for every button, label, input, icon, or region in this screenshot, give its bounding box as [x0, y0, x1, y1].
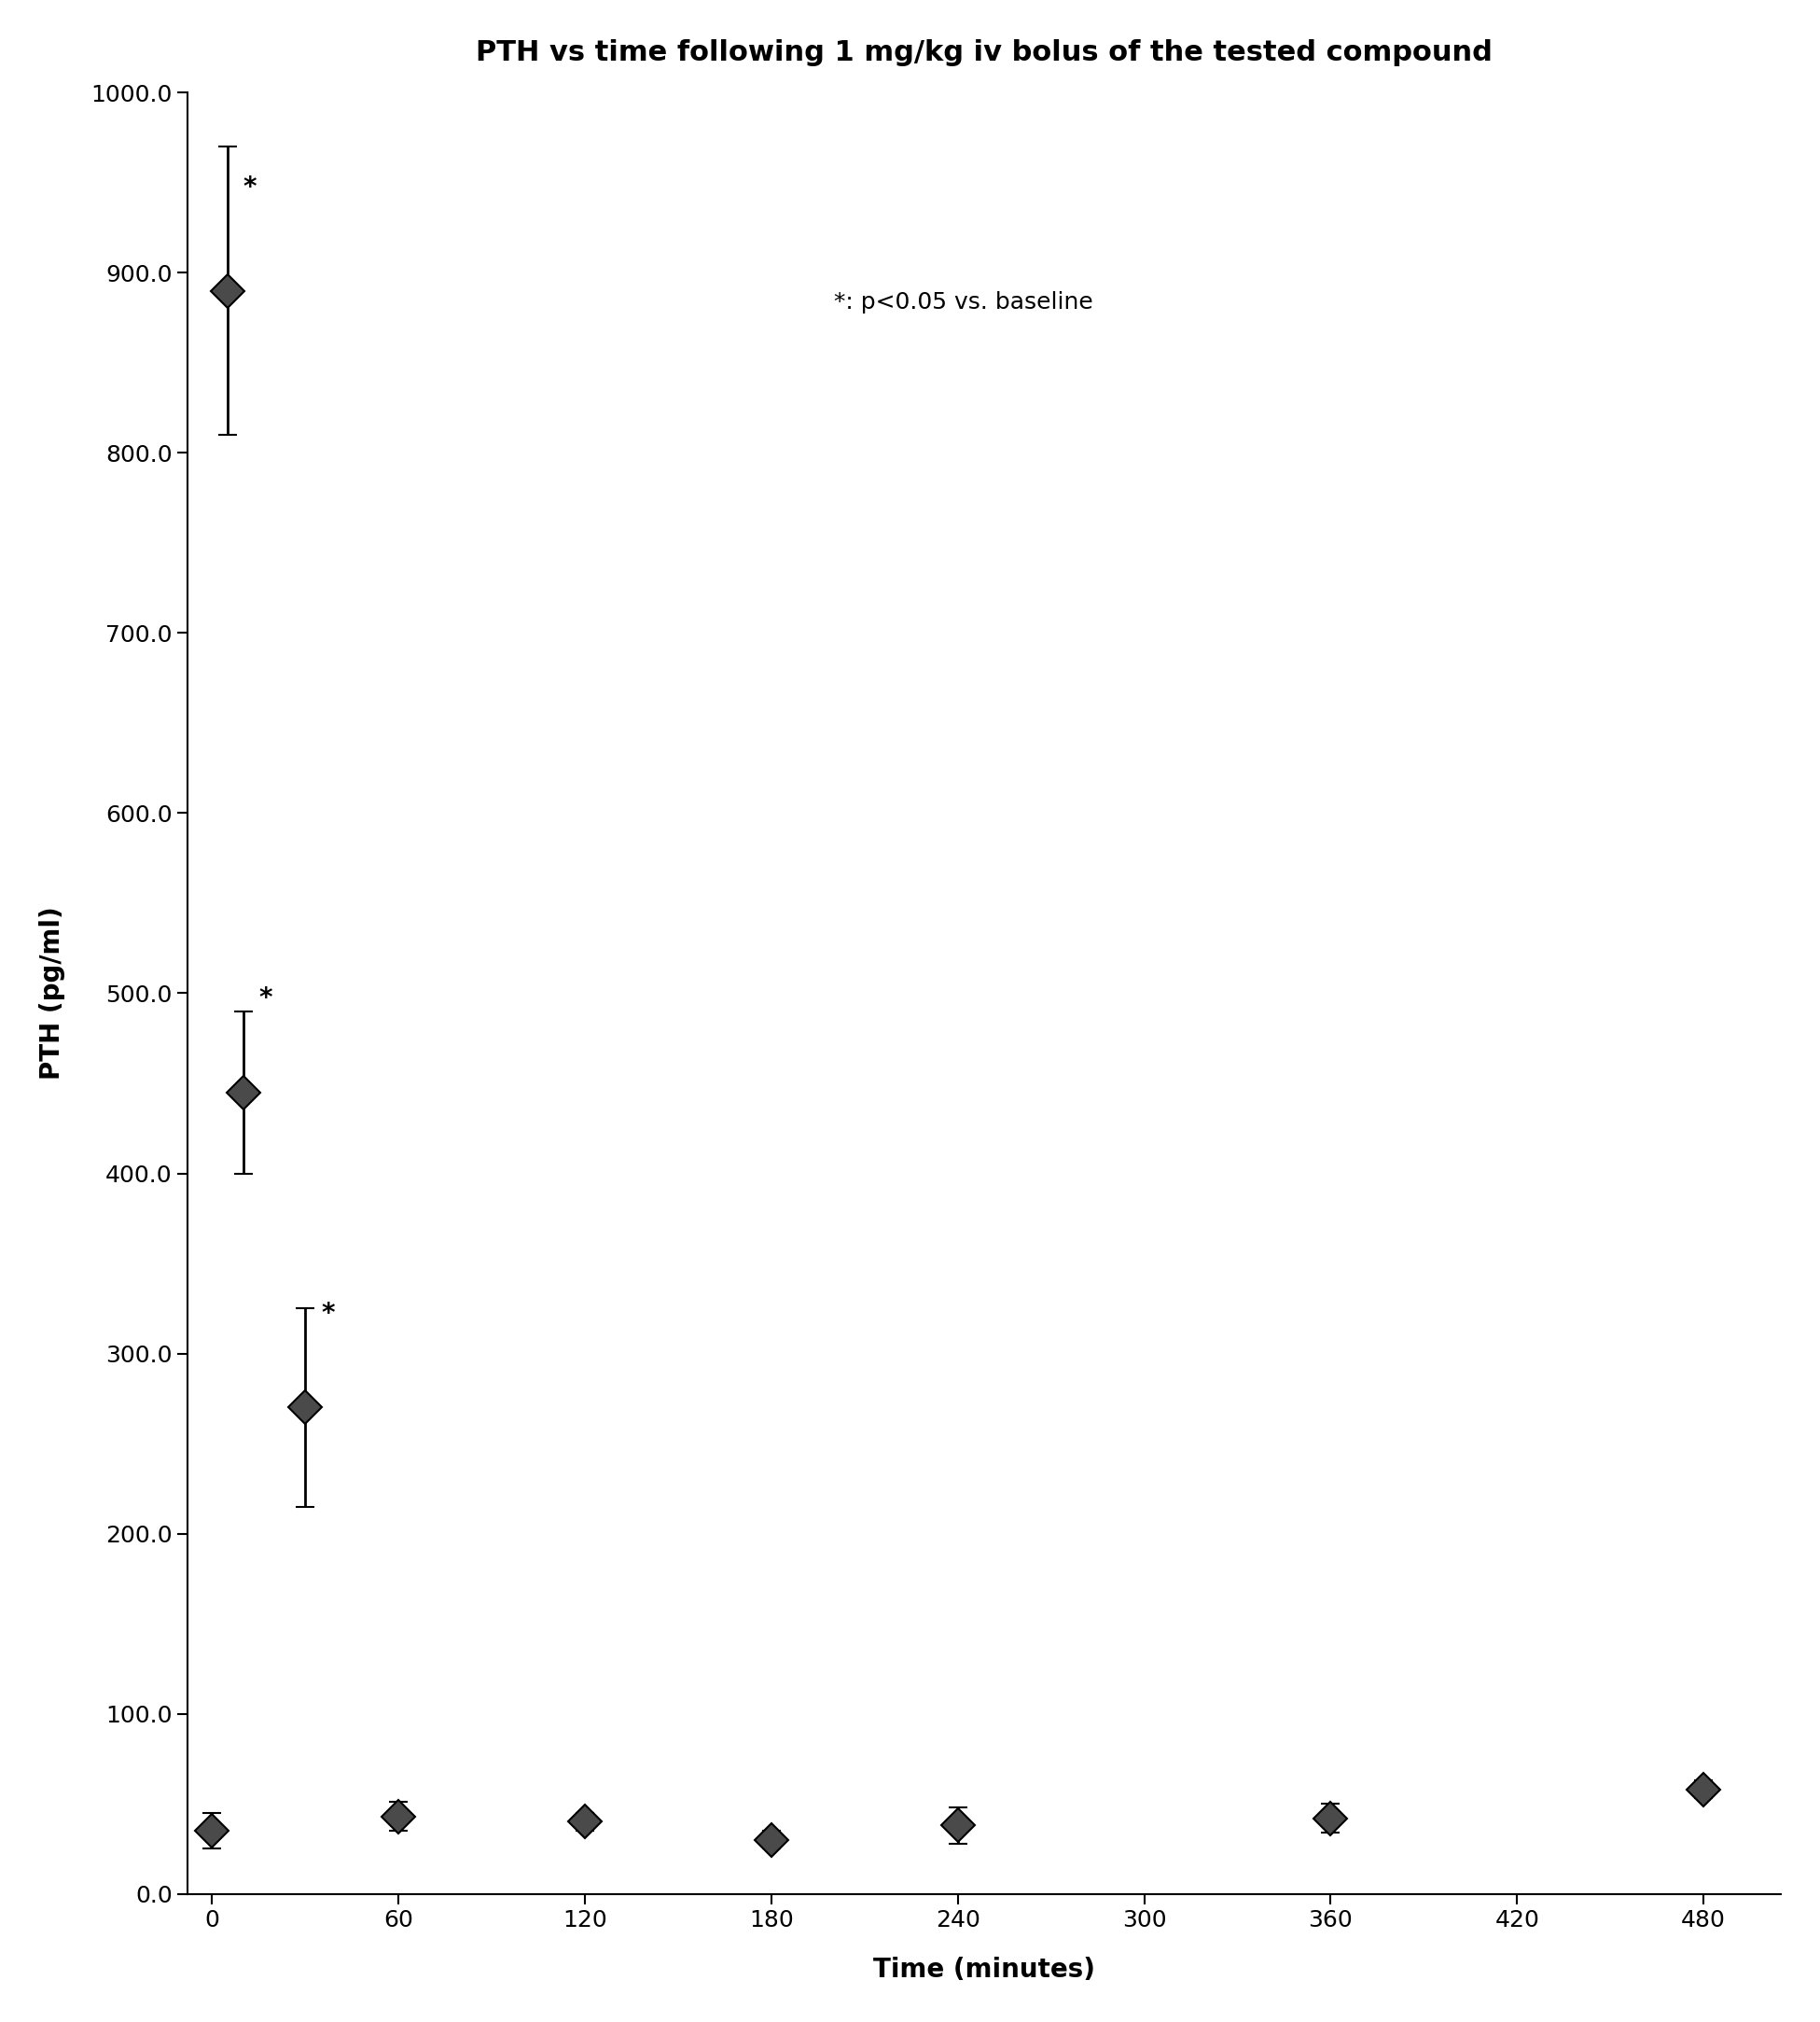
Y-axis label: PTH (pg/ml): PTH (pg/ml) — [38, 906, 66, 1080]
Text: *: * — [244, 174, 257, 200]
Text: *: p<0.05 vs. baseline: *: p<0.05 vs. baseline — [834, 291, 1092, 313]
Title: PTH vs time following 1 mg/kg iv bolus of the tested compound: PTH vs time following 1 mg/kg iv bolus o… — [475, 38, 1492, 67]
X-axis label: Time (minutes): Time (minutes) — [874, 1957, 1096, 1984]
Text: *: * — [320, 1300, 335, 1326]
Text: *: * — [258, 985, 273, 1011]
